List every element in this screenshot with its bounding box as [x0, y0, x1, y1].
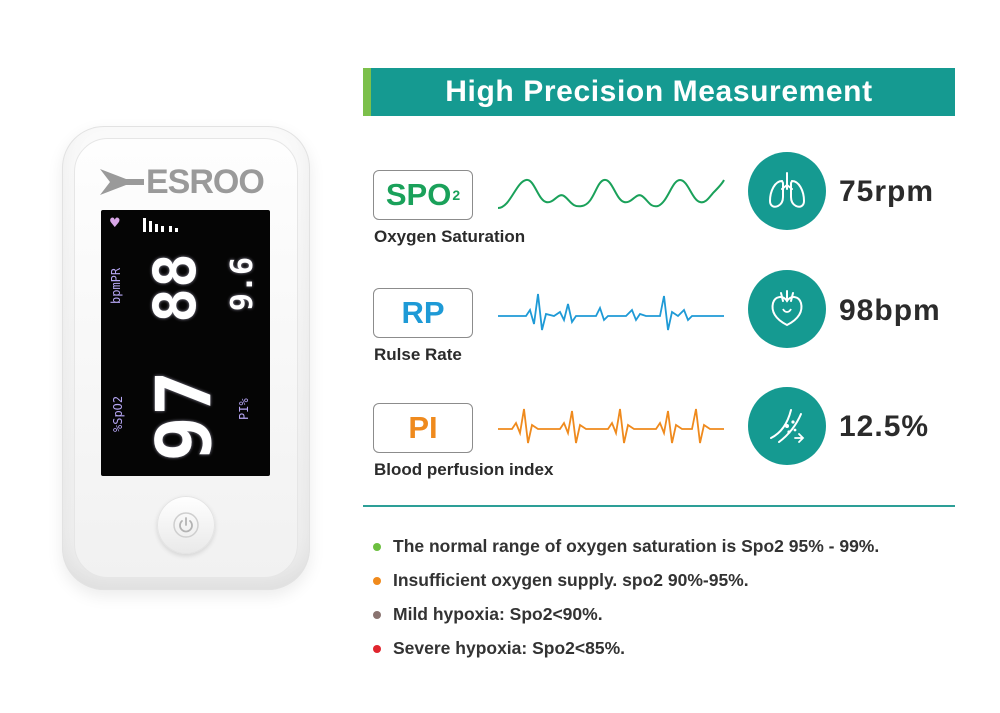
- rp-label: RP: [401, 295, 445, 330]
- pulse-oximeter-device: ESROO ♥ bpmPR %SpO2 PI% 88 9.6 97: [62, 126, 310, 590]
- rp-reading: 98bpm: [839, 294, 941, 327]
- rp-label-box: RP: [373, 288, 473, 338]
- vessel-circle: [748, 387, 826, 465]
- signal-bars-icon: [143, 218, 187, 232]
- note-severe-hypoxia: Severe hypoxia: Spo2<85%.: [373, 638, 625, 659]
- power-icon: [173, 512, 199, 538]
- note-text: Insufficient oxygen supply. spo2 90%-95%…: [393, 570, 749, 590]
- note-insufficient-oxygen: Insufficient oxygen supply. spo2 90%-95%…: [373, 570, 749, 591]
- green-bullet-icon: [373, 542, 381, 551]
- vessel-icon: [770, 409, 805, 443]
- heart-organ-icon: [771, 290, 803, 327]
- spo2-caption: Oxygen Saturation: [374, 227, 526, 246]
- brand-mark-icon: [100, 169, 144, 195]
- pi-label: PI: [408, 410, 438, 445]
- orange-bullet-icon: [373, 576, 381, 585]
- pi-reading: 12.5%: [839, 410, 930, 443]
- note-text: Mild hypoxia: Spo2<90%.: [393, 604, 603, 624]
- rp-caption: Rulse Rate: [374, 345, 462, 364]
- header-title: High Precision Measurement: [445, 75, 873, 108]
- spo2-label-box: SPO 2: [373, 170, 473, 220]
- rp-waveform: [498, 293, 724, 331]
- note-normal-range: The normal range of oxygen saturation is…: [373, 536, 879, 557]
- oximeter-display: ♥ bpmPR %SpO2 PI% 88 9.6 97: [101, 210, 270, 476]
- pi-caption: Blood perfusion index: [374, 460, 554, 479]
- spo2-unit-label: %SpO2: [111, 395, 125, 432]
- section-divider: [363, 505, 955, 507]
- pi-value: 9.6: [225, 256, 260, 312]
- section-header: High Precision Measurement: [363, 68, 955, 116]
- note-mild-hypoxia: Mild hypoxia: Spo2<90%.: [373, 604, 603, 625]
- brand-logo: ESROO: [100, 163, 278, 201]
- note-text: The normal range of oxygen saturation is…: [393, 536, 880, 556]
- spo2-label: SPO: [385, 177, 452, 212]
- pr-unit-label: bpmPR: [109, 267, 123, 304]
- lungs-icon: [768, 172, 806, 208]
- red-bullet-icon: [373, 644, 381, 653]
- spo2-reading: 75rpm: [839, 175, 935, 208]
- brown-bullet-icon: [373, 610, 381, 619]
- pi-waveform: [498, 408, 724, 444]
- lungs-circle: [748, 152, 826, 230]
- pi-label-box: PI: [373, 403, 473, 453]
- brand-name: ESROO: [146, 163, 265, 201]
- heart-indicator-icon: ♥: [109, 216, 121, 231]
- pulse-rate-value: 88: [141, 253, 209, 323]
- pi-unit-label: PI%: [237, 398, 251, 420]
- power-button[interactable]: [157, 496, 215, 554]
- spo2-subscript: 2: [452, 187, 461, 203]
- spo2-waveform: [497, 178, 725, 209]
- note-text: Severe hypoxia: Spo2<85%.: [393, 638, 625, 658]
- heart-circle: [748, 270, 826, 348]
- spo2-value: 97: [139, 370, 228, 462]
